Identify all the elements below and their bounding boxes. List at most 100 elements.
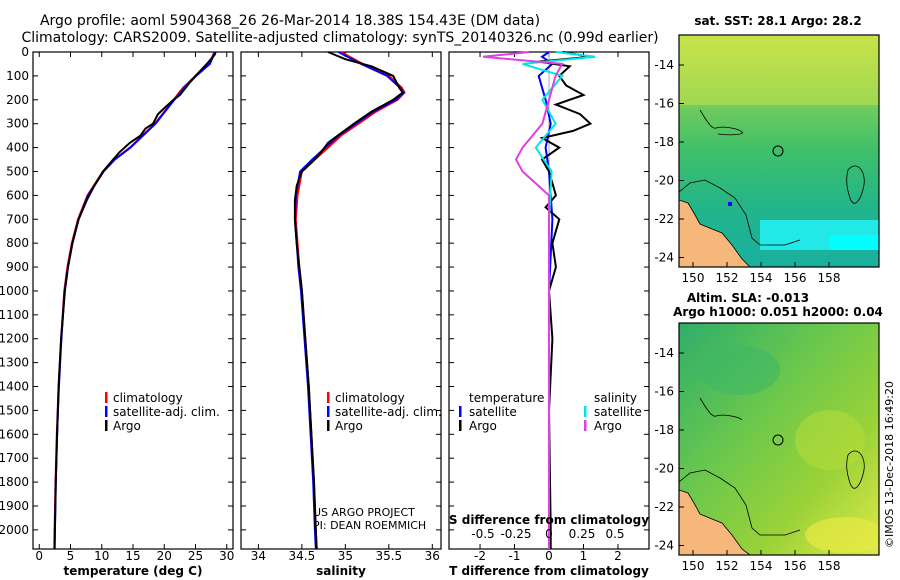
- x-tick-label: 0: [545, 549, 553, 563]
- y-tick-label: 100: [6, 69, 29, 83]
- y-tick-label: 1600: [0, 427, 29, 441]
- legend-s-argo-label: Argo: [594, 419, 622, 433]
- y-tick-label: 200: [6, 93, 29, 107]
- sst-warm-band: [679, 35, 879, 105]
- y-tick-label: 2000: [0, 523, 29, 537]
- y-tick-label: 1200: [0, 332, 29, 346]
- map-y-tick-label: -18: [654, 423, 674, 437]
- legend-argo-swatch: [327, 420, 330, 431]
- legend-climatology-swatch: [327, 392, 330, 403]
- map-y-tick-label: -20: [654, 174, 674, 188]
- y-tick-label: 600: [6, 188, 29, 202]
- y-tick-label: 1000: [0, 284, 29, 298]
- map-x-tick-label: 154: [750, 271, 773, 285]
- y-tick-label: 800: [6, 236, 29, 250]
- sst-land: [679, 199, 751, 267]
- project-annotation: US ARGO PROJECT: [313, 506, 415, 519]
- x-tick-label: 34.5: [289, 549, 316, 563]
- x-tick-label: 20: [157, 549, 172, 563]
- legend-s-argo-swatch: [584, 420, 587, 431]
- climatology-line: [53, 51, 216, 550]
- sla-reef-outline: [846, 450, 865, 489]
- map-y-tick-label: -22: [654, 212, 674, 226]
- sst-map: sat. SST: 28.1 Argo: 28.2 150 152 154 156 15…: [654, 14, 880, 285]
- legend-s-satellite-label: satellite: [594, 405, 642, 419]
- sst-cool-patch-2: [830, 235, 879, 250]
- difference-legend: temperature satellite Argo salinity sate…: [459, 391, 642, 433]
- map-x-tick-label: 152: [716, 271, 739, 285]
- copyright-stamp: ©IMOS 13-Dec-2018 16:49:20: [883, 381, 896, 548]
- x-tick-label: 35.5: [375, 549, 402, 563]
- legend-climatology-label: climatology: [113, 391, 183, 405]
- sla-high-patch: [795, 410, 865, 470]
- legend-t-argo-label: Argo: [469, 419, 497, 433]
- y-tick-label: 1800: [0, 475, 29, 489]
- map-y-tick-label: -18: [654, 135, 674, 149]
- difference-panel: -2 -1 0 1 2 temperature satellite Argo salin…: [448, 51, 650, 578]
- y-tick-label: 1400: [0, 380, 29, 394]
- temperature-panel: 0 5 10 15 20 25 30 0 100 200 300 400 500 600 700 800 90…: [0, 45, 234, 578]
- x-tick-label: 34: [251, 549, 266, 563]
- map-y-tick-label: -16: [654, 97, 674, 111]
- s-argo-line: [482, 51, 564, 549]
- sla-map-subtitle: Argo h1000: 0.051 h2000: 0.04: [673, 305, 883, 319]
- map-x-tick-label: 158: [818, 271, 841, 285]
- map-x-tick-label: 156: [784, 271, 807, 285]
- y-tick-label: 900: [6, 260, 29, 274]
- x-tick-label: 2: [614, 549, 622, 563]
- x-tick-label: 1: [580, 549, 588, 563]
- map-x-tick-label: 150: [682, 559, 705, 573]
- legend-satellite-swatch: [327, 406, 330, 417]
- x-tick-label: 15: [125, 549, 140, 563]
- temperature-xlabel: temperature (deg C): [64, 564, 203, 578]
- x-tick-label: 35: [338, 549, 353, 563]
- y-tick-label: 1300: [0, 356, 29, 370]
- t-argo-line: [538, 51, 593, 549]
- legend-argo-swatch: [105, 420, 108, 431]
- map-y-tick-label: -14: [654, 58, 674, 72]
- sla-map: Altim. SLA: -0.013 Argo h1000: 0.051 h20…: [654, 291, 883, 573]
- salinity-legend: climatology satellite-adj. clim. Argo: [327, 391, 442, 433]
- legend-salinity-title: salinity: [594, 391, 637, 405]
- map-y-tick-label: -22: [654, 500, 674, 514]
- sla-reef-outline-2: [699, 397, 743, 421]
- y-tick-label: 1500: [0, 403, 29, 417]
- map-y-tick-label: -16: [654, 385, 674, 399]
- map-x-tick-label: 154: [750, 559, 773, 573]
- salinity-panel: 34 34.5 35 35.5 36 salinity climatology sate…: [240, 51, 442, 578]
- x-tick-label: 30: [219, 549, 234, 563]
- sla-map-frame: [678, 322, 880, 556]
- legend-argo-label: Argo: [335, 419, 363, 433]
- sla-map-title: Altim. SLA: -0.013: [687, 291, 809, 305]
- y-tick-label: 1700: [0, 451, 29, 465]
- sst-map-frame: [678, 34, 880, 268]
- y-tick-label: 300: [6, 117, 29, 131]
- sla-low-patch: [700, 345, 780, 395]
- s-tick-label: 0.25: [569, 527, 596, 541]
- map-x-tick-label: 152: [716, 559, 739, 573]
- salinity-xlabel: salinity: [316, 564, 366, 578]
- map-x-tick-label: 156: [784, 559, 807, 573]
- x-tick-label: -2: [474, 549, 486, 563]
- argo-line: [53, 51, 217, 550]
- y-tick-label: 700: [6, 212, 29, 226]
- x-tick-label: 10: [94, 549, 109, 563]
- y-tick-label: 500: [6, 164, 29, 178]
- temperature-legend: climatology satellite-adj. clim. Argo: [105, 391, 220, 433]
- legend-argo-label: Argo: [113, 419, 141, 433]
- figure-title-line1: Argo profile: aoml 5904368_26 26-Mar-201…: [40, 13, 540, 29]
- y-tick-label: 1100: [0, 308, 29, 322]
- s-tick-label: -0.25: [500, 527, 531, 541]
- y-tick-label: 1900: [0, 499, 29, 513]
- sst-map-title: sat. SST: 28.1 Argo: 28.2: [694, 14, 861, 28]
- x-tick-label: 25: [188, 549, 203, 563]
- y-tick-label: 400: [6, 141, 29, 155]
- salinity-axes-frame: [240, 51, 442, 550]
- legend-satellite-swatch: [105, 406, 108, 417]
- figure-title-line2: Climatology: CARS2009. Satellite-adjuste…: [21, 30, 658, 46]
- argo-line: [293, 51, 405, 550]
- argo-float-marker: [772, 145, 784, 157]
- legend-t-argo-swatch: [459, 420, 462, 431]
- x-tick-label: 5: [67, 549, 75, 563]
